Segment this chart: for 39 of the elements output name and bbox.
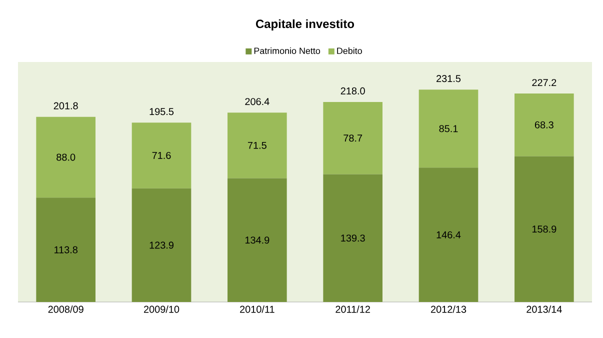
data-label: 71.5 xyxy=(248,142,266,149)
x-tick-label: 2008/09 xyxy=(48,306,84,313)
data-label: 123.9 xyxy=(150,242,174,249)
x-tick-label: 2011/12 xyxy=(336,306,370,313)
total-label: 218.0 xyxy=(340,87,365,94)
data-label: 85.1 xyxy=(439,125,458,132)
data-label: 113.8 xyxy=(54,246,78,254)
total-label: 201.8 xyxy=(54,102,78,110)
bar xyxy=(228,112,287,178)
bar xyxy=(323,174,382,302)
legend-label: Debito xyxy=(337,47,362,54)
bar xyxy=(418,90,478,168)
x-tick-label: 2012/13 xyxy=(431,306,466,313)
data-label: 68.3 xyxy=(534,121,554,128)
bar xyxy=(132,188,192,302)
data-label: 139.3 xyxy=(341,234,365,242)
total-label: 195.5 xyxy=(150,108,174,116)
bar xyxy=(36,198,96,302)
bar xyxy=(418,168,478,302)
legend-label: Patrimonio Netto xyxy=(254,47,320,54)
x-tick-label: 2009/10 xyxy=(144,306,180,313)
bar xyxy=(228,178,287,302)
data-label: 158.9 xyxy=(532,226,556,233)
total-label: 231.5 xyxy=(436,75,461,82)
data-label: 146.4 xyxy=(436,231,461,238)
chart-title: Capitale investito xyxy=(256,19,354,30)
bar xyxy=(323,102,382,174)
data-label: 134.9 xyxy=(245,236,270,244)
bar xyxy=(132,122,192,188)
data-label: 88.0 xyxy=(56,154,76,161)
bar xyxy=(514,156,574,302)
total-label: 227.2 xyxy=(532,79,556,86)
bar xyxy=(36,116,96,198)
data-label: 71.6 xyxy=(152,152,171,160)
bar xyxy=(514,94,574,156)
data-label: 78.7 xyxy=(344,134,362,142)
x-tick-label: 2010/11 xyxy=(240,306,274,313)
x-tick-label: 2013/14 xyxy=(526,306,562,313)
total-label: 206.4 xyxy=(245,98,270,106)
